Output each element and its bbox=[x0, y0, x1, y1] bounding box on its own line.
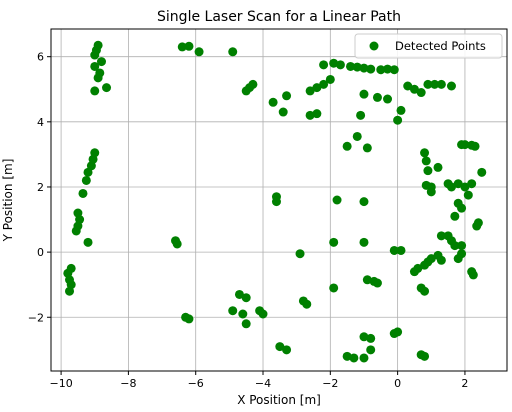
data-point bbox=[82, 176, 91, 185]
data-point bbox=[238, 310, 247, 319]
data-point bbox=[417, 88, 426, 97]
data-point bbox=[393, 327, 402, 336]
data-point bbox=[469, 270, 478, 279]
data-point bbox=[366, 334, 375, 343]
data-point bbox=[173, 239, 182, 248]
data-point bbox=[437, 256, 446, 265]
data-point bbox=[312, 109, 321, 118]
data-point bbox=[184, 314, 193, 323]
data-point bbox=[366, 345, 375, 354]
data-point bbox=[90, 51, 99, 60]
data-point bbox=[373, 279, 382, 288]
data-point bbox=[84, 238, 93, 247]
data-point bbox=[422, 156, 431, 165]
data-point bbox=[359, 197, 368, 206]
data-point bbox=[434, 163, 443, 172]
data-point bbox=[102, 83, 111, 92]
legend: Detected Points bbox=[355, 34, 502, 58]
chart-title: Single Laser Scan for a Linear Path bbox=[157, 9, 401, 25]
y-axis-label: Y Position [m] bbox=[1, 159, 15, 243]
data-point bbox=[396, 246, 405, 255]
data-point bbox=[195, 47, 204, 56]
y-tick-label: 0 bbox=[37, 246, 44, 259]
data-point bbox=[396, 106, 405, 115]
x-tick-label: −4 bbox=[255, 377, 271, 390]
y-tick-label: −2 bbox=[28, 311, 44, 324]
data-point bbox=[472, 222, 481, 231]
data-point bbox=[450, 212, 459, 221]
data-point bbox=[282, 91, 291, 100]
x-axis-label: X Position [m] bbox=[237, 393, 321, 407]
data-point bbox=[94, 73, 103, 82]
data-point bbox=[72, 226, 81, 235]
legend-marker bbox=[370, 42, 379, 51]
data-point bbox=[343, 142, 352, 151]
x-tick-label: −6 bbox=[188, 377, 204, 390]
data-point bbox=[420, 148, 429, 157]
data-point bbox=[467, 179, 476, 188]
data-point bbox=[366, 65, 375, 74]
data-point bbox=[359, 353, 368, 362]
data-point bbox=[279, 108, 288, 117]
y-tick-label: 2 bbox=[37, 181, 44, 194]
data-point bbox=[259, 310, 268, 319]
data-point bbox=[329, 283, 338, 292]
data-point bbox=[228, 47, 237, 56]
data-point bbox=[228, 306, 237, 315]
data-point bbox=[296, 249, 305, 258]
data-point bbox=[326, 75, 335, 84]
data-point bbox=[427, 187, 436, 196]
data-point bbox=[349, 353, 358, 362]
x-tick-label: 0 bbox=[394, 377, 401, 390]
data-point bbox=[302, 300, 311, 309]
data-point bbox=[477, 168, 486, 177]
x-tick-label: 2 bbox=[461, 377, 468, 390]
x-tick-label: −2 bbox=[322, 377, 338, 390]
data-point bbox=[393, 116, 402, 125]
data-point bbox=[359, 238, 368, 247]
data-point bbox=[333, 196, 342, 205]
data-point bbox=[269, 98, 278, 107]
x-tick-label: −8 bbox=[120, 377, 136, 390]
data-point bbox=[464, 191, 473, 200]
data-point bbox=[65, 287, 74, 296]
data-point bbox=[353, 132, 362, 141]
y-tick-label: 6 bbox=[37, 51, 44, 64]
data-point bbox=[457, 204, 466, 213]
data-point bbox=[373, 93, 382, 102]
y-tick-label: 4 bbox=[37, 116, 44, 129]
legend-label: Detected Points bbox=[395, 39, 486, 53]
x-tick-label: −10 bbox=[49, 377, 72, 390]
data-point bbox=[457, 249, 466, 258]
data-point bbox=[329, 238, 338, 247]
data-point bbox=[383, 95, 392, 104]
data-point bbox=[457, 241, 466, 250]
data-point bbox=[336, 60, 345, 69]
data-point bbox=[423, 166, 432, 175]
data-point bbox=[420, 287, 429, 296]
data-point bbox=[282, 345, 291, 354]
data-point bbox=[471, 142, 480, 151]
data-point bbox=[242, 319, 251, 328]
data-point bbox=[420, 352, 429, 361]
data-point bbox=[319, 60, 328, 69]
data-point bbox=[437, 80, 446, 89]
data-point bbox=[248, 80, 257, 89]
data-point bbox=[90, 86, 99, 95]
data-point bbox=[363, 143, 372, 152]
data-point bbox=[242, 293, 251, 302]
data-point bbox=[359, 90, 368, 99]
data-point bbox=[390, 65, 399, 74]
data-point bbox=[78, 189, 87, 198]
data-point bbox=[84, 168, 93, 177]
data-point bbox=[272, 197, 281, 206]
data-point bbox=[356, 111, 365, 120]
data-point bbox=[184, 42, 193, 51]
data-point bbox=[447, 82, 456, 91]
